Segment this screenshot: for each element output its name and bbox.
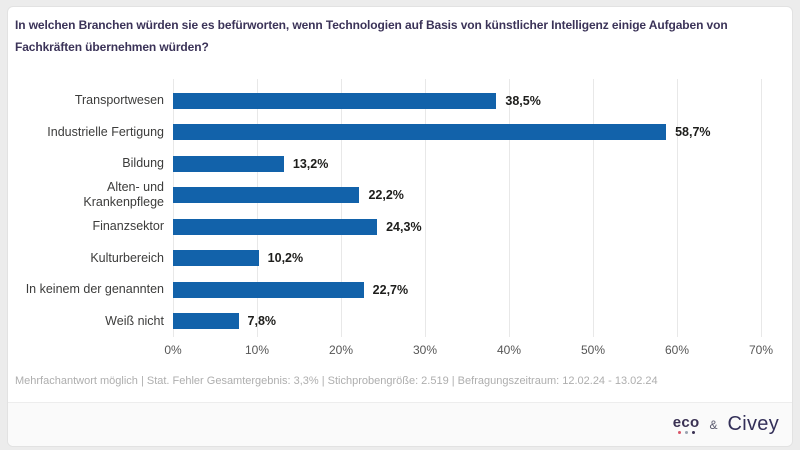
category-label: Kulturbereich: [90, 250, 164, 265]
gridline-40%: [509, 79, 510, 337]
category-label: Finanzsektor: [92, 219, 164, 233]
chart-card: In welchen Branchen würden sie es befürw…: [7, 6, 793, 447]
bar-finanzsektor: [173, 218, 378, 235]
bar-bildung: [173, 155, 284, 172]
x-axis-tick-label: 70%: [748, 343, 774, 357]
category-label: Industrielle Fertigung: [47, 124, 164, 139]
value-label: 24,3%: [386, 219, 422, 234]
eco-logo: eco: [672, 413, 700, 434]
category-label: Transportwesen: [74, 93, 164, 107]
bar-kulturbereich: [173, 250, 259, 266]
category-label: Bildung: [122, 156, 164, 170]
x-axis-tick-label: 0%: [164, 343, 182, 357]
eco-logo-dots: [677, 430, 695, 434]
bar-industrielle-fertigung: [173, 124, 667, 140]
x-axis-tick-label: 60%: [664, 343, 690, 357]
chart-title: In welchen Branchen würden sie es befürw…: [15, 18, 728, 54]
category-label: Alten- und Krankenpflege: [83, 180, 164, 209]
gridline-10%: [257, 79, 258, 337]
value-label: 13,2%: [292, 156, 329, 171]
bar-weiß-nicht: [173, 313, 239, 329]
bar-alten--und-krankenpflege: [173, 187, 360, 203]
gridline-60%: [677, 79, 678, 337]
value-label: 22,7%: [372, 282, 409, 297]
x-axis-tick-label: 40%: [496, 343, 522, 357]
plot-area: 0% 10% 20% 30% 40% 50% 60% 70% Transportwesen 38,…: [8, 7, 794, 407]
x-axis-tick-label: 50%: [580, 343, 606, 357]
eco-dot-1: [677, 430, 681, 434]
eco-wordmark: eco: [672, 413, 700, 431]
gridline-20%: [341, 79, 342, 337]
bar-in-keinem-der-genannten: [173, 281, 364, 298]
value-label: 58,7%: [675, 125, 711, 139]
bar-transportwesen: [173, 92, 497, 109]
methodology-note: Mehrfachantwort möglich | Stat. Fehler G…: [15, 375, 658, 387]
gridline-50%: [593, 79, 594, 337]
gridline-30%: [425, 79, 426, 337]
gridline-70%: [761, 79, 762, 337]
x-axis-tick-label: 10%: [244, 343, 270, 357]
civey-wordmark: Civey: [727, 413, 779, 435]
category-label: In keinem der genannten: [25, 282, 164, 296]
ampersand-separator: &: [709, 417, 718, 432]
value-label: 38,5%: [505, 93, 541, 108]
x-axis-tick-label: 20%: [328, 343, 354, 357]
brand-bar: eco & Civey: [8, 402, 792, 446]
value-label: 7,8%: [247, 314, 277, 328]
eco-dot-3: [691, 430, 695, 434]
category-label: Weiß nicht: [105, 313, 164, 328]
gridline-0%: [173, 79, 174, 337]
value-label: 22,2%: [368, 188, 404, 202]
x-axis-tick-label: 30%: [412, 343, 438, 357]
eco-dot-2: [684, 430, 688, 434]
value-label: 10,2%: [267, 251, 304, 265]
